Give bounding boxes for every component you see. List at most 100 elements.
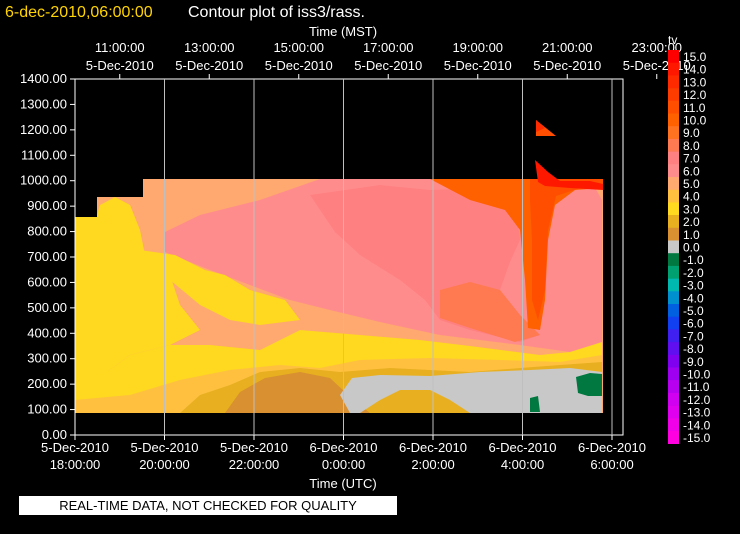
legend-swatch <box>668 380 679 394</box>
color-legend: tv 15.014.013.012.011.010.09.08.07.06.05… <box>668 33 711 445</box>
top-tick-date: 5-Dec-2010 <box>86 58 154 73</box>
legend-label: -8.0 <box>683 342 704 356</box>
top-tick-date: 5-Dec-2010 <box>533 58 601 73</box>
legend-swatch <box>668 329 679 343</box>
legend-swatch <box>668 253 679 267</box>
bottom-tick-time: 22:00:00 <box>229 457 280 472</box>
bottom-tick-time: 18:00:00 <box>50 457 101 472</box>
legend-swatch <box>668 50 679 63</box>
y-tick-label: 900.00 <box>27 198 67 213</box>
y-tick-label: 200.00 <box>27 376 67 391</box>
y-tick-label: 800.00 <box>27 224 67 239</box>
legend-swatch <box>668 215 679 229</box>
contour-region-11 <box>530 179 603 320</box>
legend-label: 9.0 <box>683 126 700 140</box>
y-tick-label: 100.00 <box>27 402 67 417</box>
legend-label: 6.0 <box>683 164 700 178</box>
legend-label: 3.0 <box>683 202 700 216</box>
top-tick-time: 13:00:00 <box>184 40 235 55</box>
top-tick-time: 15:00:00 <box>273 40 324 55</box>
legend-swatch <box>668 431 679 444</box>
legend-label: 7.0 <box>683 152 700 166</box>
y-axis: 0.00 100.00 200.00 300.00 400.00 500.00 600.00… <box>20 71 75 442</box>
y-tick-label: 1200.00 <box>20 122 67 137</box>
legend-swatch <box>668 202 679 216</box>
top-axis: 11:00:00 5-Dec-2010 13:00:00 5-Dec-2010 15:0… <box>86 40 691 79</box>
legend-swatch <box>668 126 679 140</box>
legend-label: 10.0 <box>683 114 707 128</box>
legend-swatch <box>668 138 679 152</box>
legend-swatch <box>668 113 679 127</box>
top-tick-date: 5-Dec-2010 <box>175 58 243 73</box>
top-tick-time: 17:00:00 <box>363 40 414 55</box>
legend-swatch <box>668 100 679 114</box>
contour-region-14 <box>535 160 603 190</box>
legend-label: -5.0 <box>683 304 704 318</box>
bottom-tick-date: 6-Dec-2010 <box>310 440 378 455</box>
contour-fragment-upper <box>536 120 556 136</box>
legend-label: -13.0 <box>683 406 711 420</box>
contour-region-3-left <box>75 197 200 378</box>
contour-region-neg1-right <box>576 373 602 396</box>
legend-swatch <box>668 265 679 279</box>
legend-label: 0.0 <box>683 241 700 255</box>
legend-swatch <box>668 62 679 76</box>
gridlines <box>164 79 613 435</box>
legend-label: -2.0 <box>683 266 704 280</box>
bottom-tick-time: 6:00:00 <box>590 457 633 472</box>
legend-label: 4.0 <box>683 190 700 204</box>
legend-label: 1.0 <box>683 228 700 242</box>
y-tick-label: 1000.00 <box>20 173 67 188</box>
top-tick-date: 5-Dec-2010 <box>444 58 512 73</box>
legend-swatch <box>668 405 679 419</box>
chart-date: 6-dec-2010,06:00:00 <box>5 4 153 21</box>
top-tick-date: 5-Dec-2010 <box>265 58 333 73</box>
legend-label: -14.0 <box>683 418 711 432</box>
bottom-tick-time: 4:00:00 <box>501 457 544 472</box>
bottom-tick-date: 5-Dec-2010 <box>41 440 109 455</box>
bottom-tick-time: 20:00:00 <box>139 457 190 472</box>
legend-swatch <box>668 418 679 432</box>
bottom-tick-date: 5-Dec-2010 <box>220 440 288 455</box>
contour-region-neg1-left <box>530 396 540 412</box>
legend-label: 12.0 <box>683 88 707 102</box>
legend-swatch <box>668 367 679 381</box>
legend-swatch <box>668 177 679 190</box>
bottom-tick-date: 5-Dec-2010 <box>131 440 199 455</box>
top-tick-date: 5-Dec-2010 <box>623 58 691 73</box>
legend-swatch <box>668 88 679 102</box>
bottom-tick-date: 6-Dec-2010 <box>399 440 467 455</box>
legend-label: -7.0 <box>683 329 704 343</box>
legend-label: -9.0 <box>683 355 704 369</box>
top-tick-date: 5-Dec-2010 <box>354 58 422 73</box>
bottom-axis-title: Time (UTC) <box>309 476 376 491</box>
bottom-axis: 5-Dec-2010 18:00:00 5-Dec-2010 20:00:00 5-De… <box>41 435 646 472</box>
top-tick-time: 11:00:00 <box>95 40 145 55</box>
y-tick-label: 500.00 <box>27 300 67 315</box>
legend-swatch <box>668 240 679 254</box>
y-tick-label: 600.00 <box>27 274 67 289</box>
legend-title: tv <box>668 33 677 47</box>
legend-label: 14.0 <box>683 63 707 77</box>
y-tick-label: 300.00 <box>27 351 67 366</box>
legend-label: 11.0 <box>683 101 706 115</box>
legend-label: -10.0 <box>683 368 711 382</box>
y-tick-label: 0.00 <box>42 427 67 442</box>
legend-label: -6.0 <box>683 317 704 331</box>
legend-swatch <box>668 151 679 165</box>
legend-label: 15.0 <box>683 50 707 64</box>
bottom-tick-time: 0:00:00 <box>322 457 365 472</box>
y-tick-label: 1300.00 <box>20 96 67 111</box>
legend-swatch <box>668 75 679 89</box>
legend-swatch <box>668 278 679 292</box>
contour-fragment-upper-core <box>536 120 545 132</box>
contour-region-8 <box>440 282 540 342</box>
legend-swatch <box>668 164 679 178</box>
top-tick-time: 19:00:00 <box>452 40 503 55</box>
legend-label: -11.0 <box>683 380 710 394</box>
legend-swatch <box>668 392 679 406</box>
bottom-tick-time: 2:00:00 <box>411 457 454 472</box>
legend-label: -12.0 <box>683 393 711 407</box>
y-tick-label: 400.00 <box>27 325 67 340</box>
